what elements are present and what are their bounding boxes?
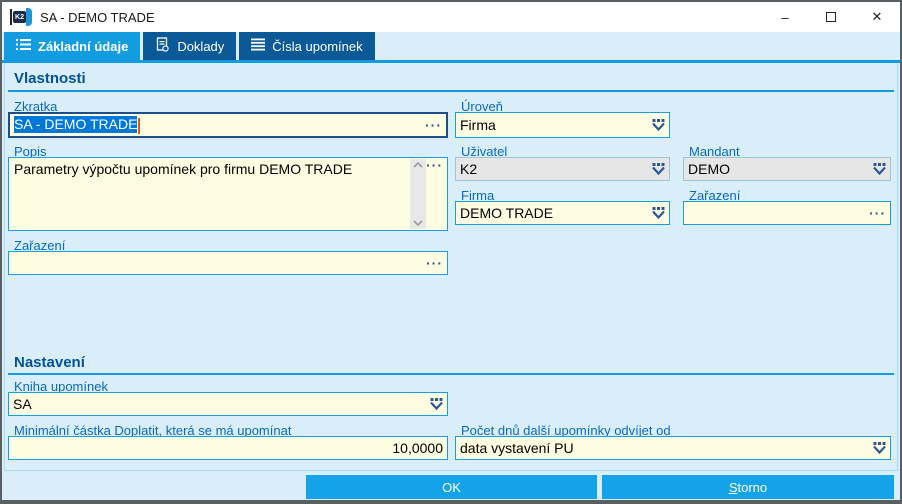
uroven-select[interactable]: Firma — [455, 112, 670, 138]
tab-page-panel — [4, 63, 898, 471]
chevron-down-icon[interactable] — [652, 163, 665, 175]
mandant-value: DEMO — [688, 161, 730, 177]
section-divider — [8, 373, 894, 375]
storno-button-label: Storno — [728, 479, 768, 495]
text-caret — [138, 117, 141, 134]
list-icon — [16, 38, 31, 54]
zarazeni-right-lookup-button[interactable]: ··· — [869, 205, 886, 221]
minimize-icon: – — [781, 9, 789, 25]
title-bar: K2 SA - DEMO TRADE – ✕ — [2, 2, 900, 32]
zkratka-value: SA - DEMO TRADE — [14, 116, 425, 134]
chevron-down-icon[interactable] — [873, 442, 886, 454]
maximize-button[interactable] — [808, 2, 854, 32]
pocet-dnu-select[interactable]: data vystavení PU — [455, 436, 891, 460]
storno-button[interactable]: Storno — [602, 475, 894, 499]
min-castka-label: Minimální částka Doplatit, která se má u… — [14, 423, 292, 438]
uzivatel-value: K2 — [460, 161, 478, 177]
mandant-select[interactable]: DEMO — [683, 157, 891, 181]
kniha-label: Kniha upomínek — [14, 379, 108, 394]
pocet-dnu-value: data vystavení PU — [460, 440, 574, 456]
section-divider — [8, 90, 894, 92]
min-castka-value: 10,0000 — [392, 440, 443, 456]
uroven-value: Firma — [460, 117, 496, 133]
uroven-label: Úroveň — [461, 99, 503, 114]
tab-doklady[interactable]: Doklady — [143, 32, 237, 60]
tab-strip: Základní údaje Doklady Čísla upomínek — [2, 32, 900, 60]
popis-scrollbar[interactable] — [410, 159, 426, 229]
tab-zakladni-udaje[interactable]: Základní údaje — [4, 32, 141, 60]
min-castka-input[interactable]: 10,0000 — [8, 436, 448, 460]
menu-icon — [251, 38, 266, 54]
zkratka-lookup-button[interactable]: ··· — [425, 117, 442, 133]
firma-select[interactable]: DEMO TRADE — [455, 201, 670, 225]
firma-label: Firma — [461, 188, 495, 203]
tab-accent-line — [2, 60, 900, 63]
zarazeni-left-label: Zařazení — [14, 238, 66, 253]
popis-value: Parametry výpočtu upomínek pro firmu DEM… — [14, 161, 353, 177]
uzivatel-select[interactable]: K2 — [455, 157, 670, 181]
zkratka-input[interactable]: SA - DEMO TRADE ··· — [8, 112, 448, 138]
tab-label: Doklady — [177, 38, 225, 54]
popis-lookup-button[interactable]: ··· — [426, 157, 443, 173]
zarazeni-left-lookup-button[interactable]: ··· — [426, 255, 443, 271]
chevron-down-icon[interactable] — [873, 163, 886, 175]
zarazeni-right-label: Zařazení — [689, 188, 741, 203]
chevron-down-icon[interactable] — [430, 398, 443, 410]
kniha-select[interactable]: SA — [8, 392, 448, 416]
minimize-button[interactable]: – — [762, 2, 808, 32]
zarazeni-right-input[interactable]: ··· — [683, 201, 891, 225]
firma-value: DEMO TRADE — [460, 205, 554, 221]
popis-label: Popis — [14, 144, 47, 159]
section-title-nastaveni: Nastavení — [14, 354, 85, 371]
window-title: SA - DEMO TRADE — [40, 9, 155, 25]
section-title-vlastnosti: Vlastnosti — [14, 70, 86, 87]
tab-label: Základní údaje — [38, 38, 129, 54]
kniha-value: SA — [13, 396, 32, 412]
mandant-label: Mandant — [689, 144, 740, 159]
scroll-down-icon — [413, 220, 423, 226]
tab-label: Čísla upomínek — [272, 38, 363, 54]
popis-textarea[interactable]: Parametry výpočtu upomínek pro firmu DEM… — [8, 157, 448, 231]
pocet-dnu-label: Počet dnů další upomínky odvíjet od — [461, 423, 671, 438]
document-icon — [155, 37, 170, 55]
zarazeni-left-input[interactable]: ··· — [8, 251, 448, 275]
k2-app-icon: K2 — [10, 8, 32, 26]
ok-button[interactable]: OK — [306, 475, 597, 499]
zkratka-label: Zkratka — [14, 99, 58, 114]
close-button[interactable]: ✕ — [854, 2, 900, 32]
uzivatel-label: Uživatel — [461, 144, 508, 159]
chevron-down-icon[interactable] — [652, 119, 665, 131]
tab-cisla-upominek[interactable]: Čísla upomínek — [239, 32, 375, 60]
maximize-icon — [826, 12, 836, 22]
ok-button-label: OK — [442, 479, 461, 495]
close-icon: ✕ — [871, 9, 883, 24]
scroll-up-icon — [413, 162, 423, 168]
chevron-down-icon[interactable] — [652, 207, 665, 219]
